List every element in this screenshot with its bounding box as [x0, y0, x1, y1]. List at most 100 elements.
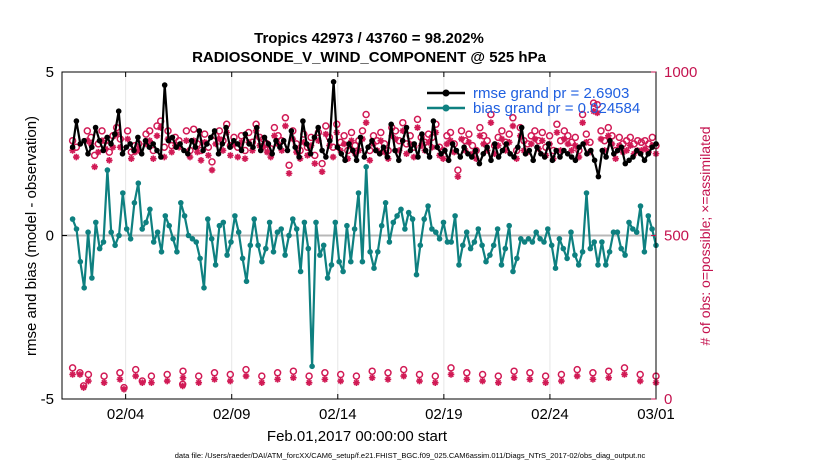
obs-possible-point — [358, 127, 367, 135]
obs-assimilated-point — [230, 140, 238, 148]
rmse-point — [234, 141, 241, 147]
y-axis-label: rmse and bias (model - observation) — [23, 116, 40, 356]
rmse-point — [161, 82, 168, 88]
rmse-point — [361, 154, 368, 160]
obs-assimilated-point — [83, 137, 91, 144]
baseline-possible-point — [589, 369, 597, 377]
rmse-point — [449, 141, 456, 147]
baseline-assimilated-point — [116, 376, 124, 383]
rmse-series — [69, 79, 659, 180]
baseline-possible-point — [289, 367, 298, 375]
obs-assimilated-point — [597, 135, 605, 143]
baseline-possible-point — [415, 370, 424, 379]
rmse-point — [119, 151, 126, 157]
bias-point — [328, 262, 335, 268]
baseline-possible-point — [399, 365, 408, 374]
baseline-assimilated-point — [258, 379, 266, 386]
bias-point — [626, 219, 632, 226]
baseline-assimilated-point — [100, 379, 108, 386]
rmse-point — [534, 144, 540, 150]
baseline-assimilated-point — [242, 372, 250, 380]
obs-assimilated-point — [128, 155, 135, 162]
bias-point — [120, 190, 126, 196]
bias-point — [69, 216, 76, 222]
y-tick-label: 0 — [46, 228, 54, 245]
bias-point — [417, 242, 424, 249]
rmse-point — [215, 151, 222, 157]
bias-point — [545, 226, 551, 232]
rmse-point — [557, 154, 563, 160]
obs-assimilated-point — [491, 150, 498, 158]
bias-point — [162, 213, 169, 219]
baseline-possible-point — [163, 370, 171, 379]
baseline-assimilated-point — [542, 379, 549, 386]
bias-point — [100, 239, 107, 245]
bias-point — [313, 219, 319, 226]
obs-assimilated-point — [568, 147, 575, 154]
rmse-point — [568, 154, 575, 160]
obs-assimilated-point — [340, 140, 348, 148]
bias-point — [521, 239, 528, 245]
bias-point — [518, 236, 524, 242]
obs-assimilated-point — [94, 148, 102, 156]
obs-possible-point — [531, 127, 539, 135]
rmse-point — [607, 137, 613, 144]
x-axis-label: Feb.01,2017 00:00:00 start — [267, 428, 448, 445]
bias-point — [363, 164, 370, 170]
rmse-point — [315, 124, 322, 131]
obs-assimilated-point — [175, 143, 183, 151]
rmse-point — [181, 147, 187, 154]
obs-assimilated-point — [509, 122, 517, 130]
bias-point — [189, 236, 196, 242]
baseline-possible-point — [573, 365, 581, 374]
baseline-possible-point — [321, 369, 329, 377]
bias-point — [525, 236, 532, 242]
rmse-point — [357, 134, 364, 141]
obs-assimilated-point — [623, 147, 630, 154]
rmse-point — [292, 144, 299, 150]
baseline-assimilated-point — [148, 379, 155, 386]
bias-point — [205, 216, 211, 222]
baseline-possible-point — [526, 369, 534, 377]
obs-assimilated-point — [311, 160, 319, 167]
obs-assimilated-point — [362, 119, 370, 126]
obs-assimilated-point — [285, 170, 293, 177]
rmse-point — [158, 154, 164, 160]
obs-assimilated-point — [227, 152, 234, 159]
bias-point — [274, 229, 281, 235]
rmse-point — [469, 154, 475, 160]
obs-assimilated-point — [472, 155, 480, 162]
baseline-possible-point — [147, 372, 156, 380]
baseline-assimilated-point — [368, 374, 376, 382]
obs-possible-point — [604, 123, 613, 132]
bias-point — [409, 216, 416, 222]
bias-point — [541, 239, 547, 245]
rmse-point — [595, 173, 602, 180]
y-axis-right-ticks: 0 500 1000 — [651, 64, 697, 408]
rmse-point — [131, 147, 137, 154]
bias-point — [116, 232, 122, 239]
rmse-point — [626, 157, 632, 164]
rmse-point — [142, 137, 149, 144]
y-right-tick-label: 500 — [664, 228, 689, 245]
obs-assimilated-point — [564, 140, 572, 148]
bias-point — [514, 255, 520, 262]
obs-assimilated-point — [197, 156, 205, 164]
obs-possible-point — [593, 100, 602, 109]
baseline-assimilated-point — [85, 377, 92, 385]
bias-point — [367, 249, 373, 255]
obs-assimilated-point — [109, 143, 117, 151]
baseline-possible-point — [210, 369, 219, 377]
baseline-assimilated-point — [274, 376, 281, 383]
rmse-point — [227, 144, 233, 150]
obs-assimilated-point — [575, 153, 583, 161]
obs-assimilated-point — [168, 148, 175, 156]
rmse-point — [499, 147, 506, 154]
obs-assimilated-point — [366, 156, 374, 164]
bias-point — [456, 262, 462, 268]
bias-point — [575, 262, 582, 268]
baseline-assimilated-point — [132, 372, 139, 380]
baseline-assimilated-point — [400, 372, 408, 380]
y-right-tick-label: 0 — [664, 391, 672, 408]
rmse-point — [599, 147, 606, 154]
